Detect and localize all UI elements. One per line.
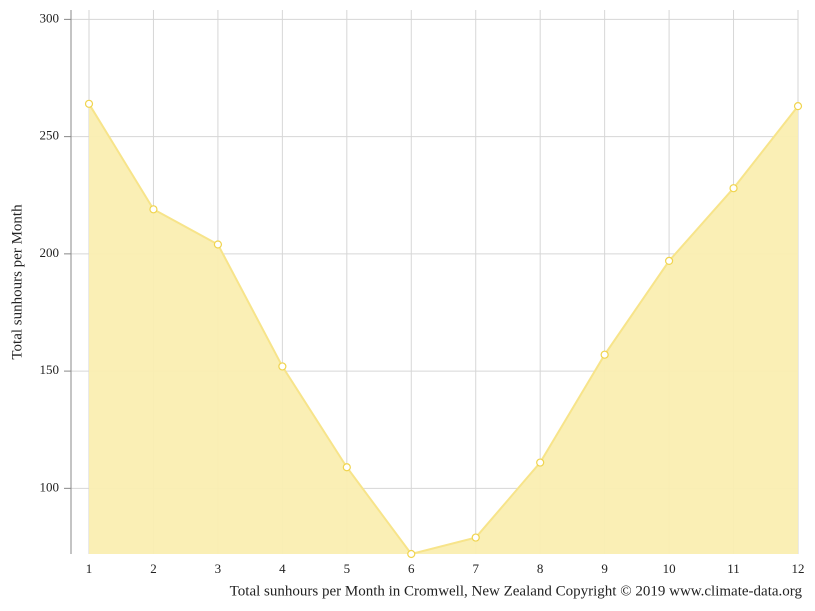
x-tick-label: 10 — [663, 561, 676, 576]
x-tick-label: 9 — [601, 561, 608, 576]
marker — [84, 99, 94, 108]
marker — [149, 205, 158, 214]
marker — [213, 240, 223, 249]
x-tick-label: 5 — [344, 561, 351, 576]
y-tick-label: 150 — [40, 362, 60, 377]
x-tick-label: 1 — [86, 561, 93, 576]
y-tick-label: 300 — [40, 10, 60, 25]
x-tick-label: 7 — [472, 561, 479, 576]
marker — [793, 102, 803, 111]
marker — [664, 256, 674, 265]
marker — [471, 533, 480, 542]
x-tick-label: 12 — [792, 561, 805, 576]
y-tick-label: 250 — [40, 128, 60, 143]
x-tick-label: 8 — [537, 561, 544, 576]
marker — [278, 362, 287, 371]
y-axis-label: Total sunhours per Month — [9, 204, 25, 360]
x-tick-label: 2 — [150, 561, 157, 576]
line — [88, 103, 799, 556]
x-tick-label: 4 — [279, 561, 286, 576]
y-tick-label: 100 — [40, 479, 60, 494]
x-tick-label: 6 — [408, 561, 415, 576]
marker — [600, 350, 609, 359]
marker — [407, 549, 416, 559]
x-tick-label: 11 — [727, 561, 740, 576]
y-tick-label: 200 — [40, 245, 60, 260]
x-tick-label: 3 — [215, 561, 222, 576]
marker — [536, 458, 545, 467]
chart-title: Total sunhours per Month in Cromwell, Ne… — [230, 583, 803, 599]
marker — [342, 463, 351, 472]
marker — [729, 184, 738, 193]
area — [89, 103, 798, 555]
